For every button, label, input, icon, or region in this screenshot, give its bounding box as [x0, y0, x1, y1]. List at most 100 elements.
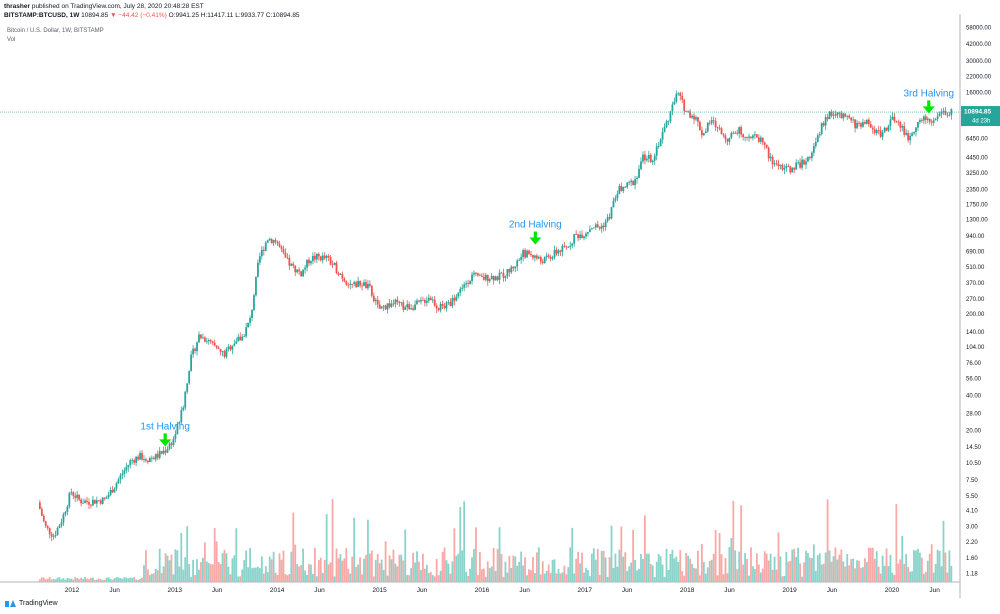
candle-body [773, 163, 776, 165]
volume-bar [321, 572, 324, 582]
candle-body [139, 452, 141, 460]
candle-body [632, 180, 635, 186]
volume-bar [97, 578, 100, 582]
volume-bar [864, 558, 866, 582]
volume-bar [734, 550, 737, 582]
candle-body [42, 515, 45, 522]
price-tick-label: 3250.00 [966, 171, 988, 177]
volume-bar [877, 566, 880, 582]
candle-body [697, 117, 699, 122]
candle-body [838, 112, 841, 114]
candle-body [592, 227, 595, 229]
volume-bar [905, 553, 908, 582]
volume-bar [659, 556, 662, 582]
candle-body [445, 302, 448, 309]
volume-bar [893, 574, 896, 582]
candle-body [579, 234, 581, 239]
candle-body [359, 280, 361, 286]
volume-bar [889, 554, 892, 582]
candle-body [614, 198, 617, 201]
volume-bar [541, 561, 544, 582]
volume-bar [897, 563, 900, 582]
candle-body [673, 101, 676, 105]
volume-bar [276, 575, 279, 582]
price-tick-label: 510.00 [966, 265, 985, 271]
candle-body [97, 500, 100, 502]
volume-bar [781, 576, 784, 582]
candle-body [913, 131, 915, 134]
tradingview-logo[interactable]: TradingView [5, 600, 58, 607]
candle-body [388, 303, 391, 307]
volume-bar [736, 569, 739, 582]
candle-body [384, 305, 387, 310]
volume-bar [791, 549, 794, 582]
candle-body [335, 262, 338, 273]
candle-body [867, 119, 870, 125]
candle-body [645, 158, 648, 161]
candle-body [60, 522, 63, 526]
candle-body [590, 228, 593, 230]
candle-body [166, 448, 169, 453]
candle-body [545, 255, 548, 257]
volume-bar [353, 517, 356, 582]
candle-body [691, 115, 693, 118]
candle-body [644, 154, 646, 161]
candle-body [848, 115, 851, 118]
volume-bar [416, 551, 418, 582]
volume-bar [594, 559, 597, 582]
time-axis[interactable]: 2012 Jun 2013 Jun 2014 Jun 2015 Jun 2016 Jun 2017 J… [65, 587, 941, 594]
candle-body [649, 154, 652, 163]
volume-bar [587, 570, 589, 582]
candle-body [241, 336, 244, 341]
volume-bar [400, 554, 403, 582]
candle-body [755, 134, 758, 138]
candle-body [496, 276, 499, 280]
candle-body [528, 250, 530, 254]
candle-body [754, 134, 756, 136]
candle-body [836, 112, 839, 116]
volume-bar [184, 557, 187, 582]
volume-bar [742, 564, 745, 582]
candle-body [467, 283, 470, 285]
candle-body [738, 127, 741, 134]
volume-bar [551, 559, 554, 582]
candle-body [237, 336, 240, 342]
volume-bar [394, 563, 397, 582]
candle-body [581, 234, 583, 239]
volume-bar [253, 567, 255, 582]
volume-bar [44, 579, 47, 582]
candle-body [915, 127, 917, 132]
volume-bar [807, 552, 809, 582]
volume-bar [763, 551, 766, 582]
volume-bar [720, 554, 723, 582]
halving-arrow-icon [533, 231, 537, 239]
volume-bar [62, 578, 65, 582]
volume-bar [773, 556, 776, 582]
candle-body [115, 483, 118, 489]
volume-bar [221, 553, 224, 582]
candle-body [587, 232, 589, 234]
volume-bar [390, 559, 393, 582]
volume-bar [838, 554, 841, 582]
candle-body [319, 256, 322, 261]
candle-body [478, 275, 481, 277]
volume-bar [355, 567, 358, 582]
candle-body [211, 341, 214, 343]
volume-bar [58, 577, 61, 582]
volume-bar [209, 564, 212, 582]
volume-bar [203, 542, 206, 582]
volume-bar [826, 499, 829, 582]
candle-body [150, 457, 153, 459]
candle-body [312, 255, 314, 262]
candle-body [936, 116, 939, 119]
volume-bar [455, 555, 458, 582]
volume-bar [374, 559, 377, 582]
volume-bar [451, 561, 454, 582]
candle-body [765, 144, 768, 148]
candle-body [535, 255, 538, 259]
candle-body [180, 410, 183, 423]
volume-bar [873, 558, 876, 582]
volume-bar [681, 571, 684, 582]
price-axis[interactable]: 58000.00 42000.00 30000.00 22000.00 16000.00… [961, 26, 1000, 578]
